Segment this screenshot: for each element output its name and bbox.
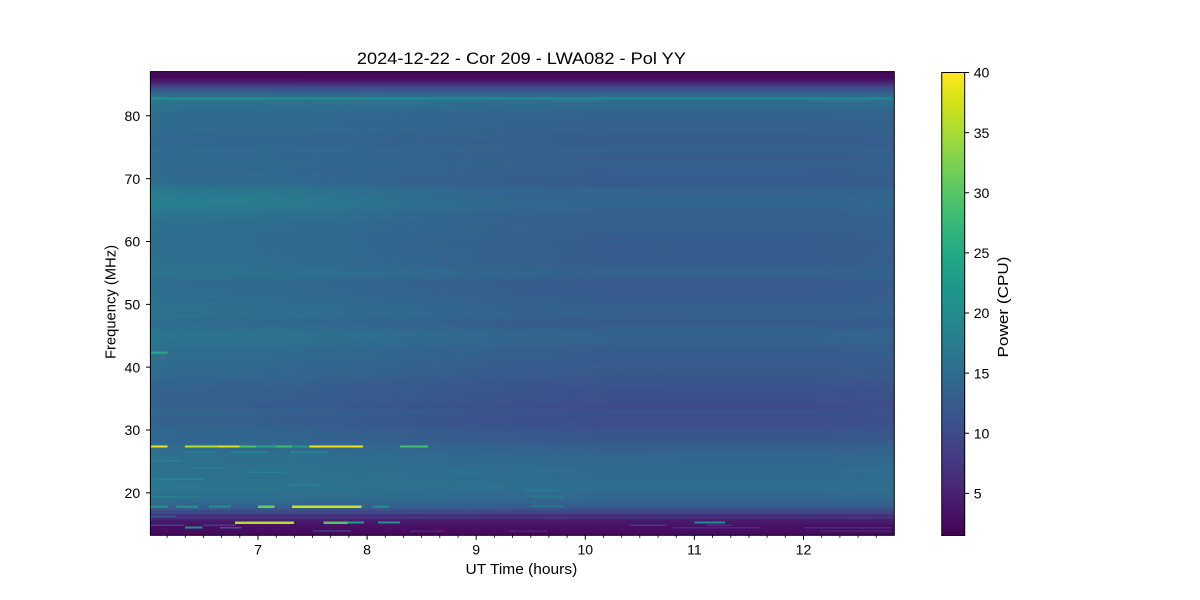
svg-text:40: 40 (974, 65, 990, 81)
svg-text:UT Time (hours): UT Time (hours) (466, 562, 578, 578)
svg-text:2024-12-22 - Cor 209 - LWA082: 2024-12-22 - Cor 209 - LWA082 - Pol YY (357, 50, 686, 68)
svg-text:Frequency (MHz): Frequency (MHz) (104, 245, 120, 359)
svg-text:12: 12 (796, 542, 812, 558)
svg-text:11: 11 (687, 542, 702, 558)
svg-text:30: 30 (125, 422, 141, 438)
svg-text:7: 7 (254, 542, 262, 558)
svg-text:Power (CPU): Power (CPU) (996, 256, 1012, 357)
svg-text:30: 30 (974, 185, 990, 201)
svg-text:60: 60 (125, 234, 141, 250)
svg-text:70: 70 (125, 171, 141, 187)
svg-text:10: 10 (577, 542, 593, 558)
svg-text:20: 20 (125, 485, 141, 501)
svg-text:25: 25 (974, 245, 990, 261)
svg-text:50: 50 (125, 297, 141, 313)
svg-text:9: 9 (472, 542, 480, 558)
svg-text:20: 20 (974, 305, 990, 321)
svg-text:15: 15 (974, 365, 990, 381)
svg-text:8: 8 (363, 542, 371, 558)
svg-text:35: 35 (974, 125, 990, 141)
svg-text:5: 5 (974, 486, 982, 502)
svg-text:10: 10 (974, 425, 990, 441)
svg-text:80: 80 (125, 108, 141, 124)
svg-text:40: 40 (125, 359, 141, 375)
